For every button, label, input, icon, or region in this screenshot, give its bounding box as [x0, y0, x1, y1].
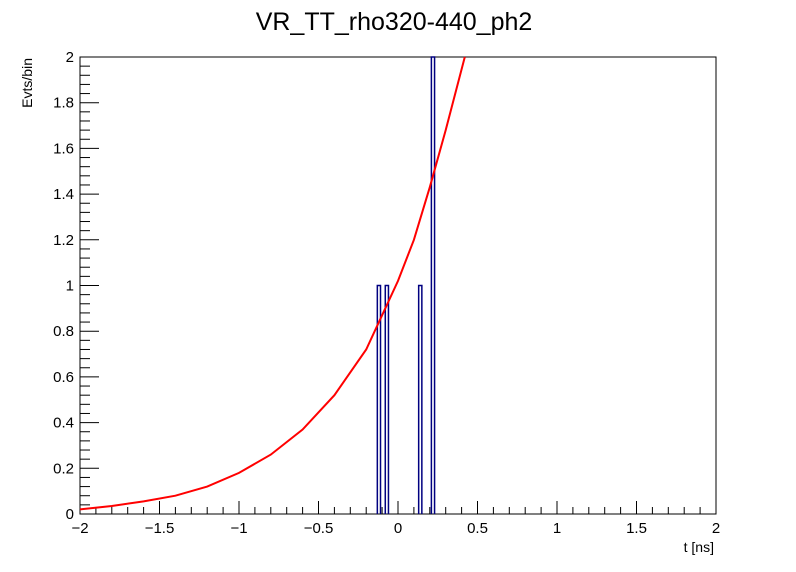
x-tick-label: −1.5 — [145, 520, 175, 537]
y-tick-label: 0.2 — [53, 460, 74, 477]
y-tick-label: 1.4 — [53, 186, 74, 203]
x-tick-label: 1.5 — [626, 520, 647, 537]
x-axis-label: t [ns] — [684, 539, 714, 555]
y-tick-label: 2 — [66, 49, 74, 66]
y-tick-label: 0 — [66, 506, 74, 523]
x-tick-label: −0.5 — [304, 520, 334, 537]
chart-title: VR_TT_rho320-440_ph2 — [256, 8, 533, 36]
y-tick-label: 1 — [66, 278, 74, 295]
y-tick-label: 0.8 — [53, 323, 74, 340]
histogram-bar — [376, 284, 382, 514]
x-tick-label: 2 — [712, 520, 720, 537]
x-tick-labels: −2 −1.5 −1 −0.5 0 0.5 1 1.5 2 — [71, 520, 720, 537]
x-tick-label: 0 — [394, 520, 402, 537]
y-tick-label: 1.8 — [53, 95, 74, 112]
y-tick-labels: 0 0.2 0.4 0.6 0.8 1 1.2 1.4 1.6 1.8 2 — [53, 49, 74, 523]
x-tick-label: −2 — [71, 520, 88, 537]
y-tick-label: 1.2 — [53, 232, 74, 249]
fit-curve — [79, 56, 466, 511]
y-tick-label: 1.6 — [53, 140, 74, 157]
axis-ticks — [79, 56, 717, 515]
x-tick-label: −1 — [230, 520, 247, 537]
histogram-bar — [430, 56, 436, 514]
histogram-bar — [417, 284, 423, 514]
y-tick-label: 0.4 — [53, 415, 74, 432]
histogram-bars — [376, 56, 436, 514]
histogram-bar — [384, 284, 390, 514]
y-tick-label: 0.6 — [53, 369, 74, 386]
y-axis-label: Evts/bin — [19, 58, 35, 108]
x-tick-label: 0.5 — [467, 520, 488, 537]
x-tick-label: 1 — [553, 520, 561, 537]
